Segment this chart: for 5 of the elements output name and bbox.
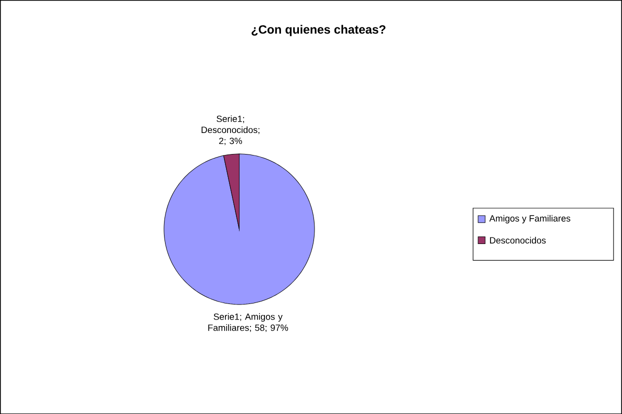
legend-label: Desconocidos [490, 236, 546, 244]
legend-label: Amigos y Familiares [489, 214, 570, 224]
data-label: Serie1; Amigos y Familiares; 58; 97% [208, 313, 288, 332]
chart-title: ¿Con quienes chateas? [252, 24, 386, 36]
data-label: Serie1; Desconocidos; 2; 3% [202, 115, 260, 146]
